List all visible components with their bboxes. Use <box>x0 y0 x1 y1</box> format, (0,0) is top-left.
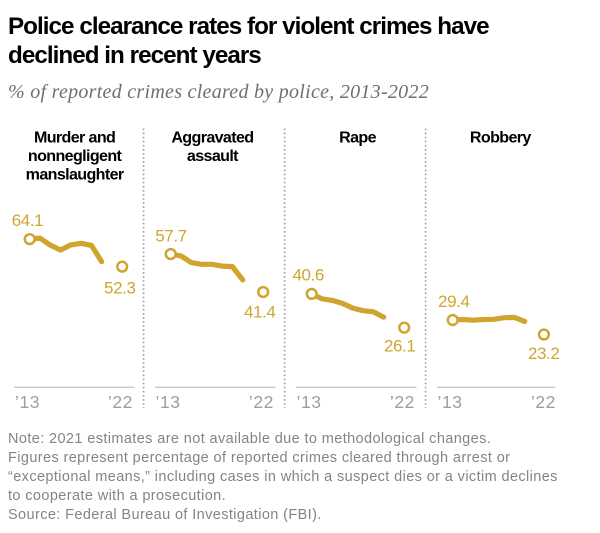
svg-text:29.4: 29.4 <box>438 292 470 311</box>
svg-text:assault: assault <box>187 147 239 165</box>
svg-text:’13: ’13 <box>156 392 181 412</box>
svg-text:64.1: 64.1 <box>12 211 44 230</box>
svg-text:manslaughter: manslaughter <box>26 166 125 184</box>
svg-text:’22: ’22 <box>108 392 133 412</box>
svg-text:52.3: 52.3 <box>104 278 136 297</box>
svg-text:’13: ’13 <box>297 392 322 412</box>
svg-text:’22: ’22 <box>249 392 274 412</box>
svg-text:’22: ’22 <box>531 392 556 412</box>
svg-text:Robbery: Robbery <box>470 129 531 147</box>
svg-text:57.7: 57.7 <box>155 227 187 246</box>
svg-text:23.2: 23.2 <box>528 344 560 363</box>
svg-text:’22: ’22 <box>390 392 415 412</box>
svg-text:41.4: 41.4 <box>244 302 276 321</box>
svg-text:Murder and: Murder and <box>34 129 115 147</box>
svg-text:’13: ’13 <box>15 392 40 412</box>
svg-text:26.1: 26.1 <box>384 337 416 356</box>
svg-text:40.6: 40.6 <box>292 266 324 285</box>
svg-text:Aggravated: Aggravated <box>171 129 253 147</box>
svg-text:’13: ’13 <box>438 392 463 412</box>
svg-text:nonnegligent: nonnegligent <box>28 147 123 165</box>
svg-text:Rape: Rape <box>339 129 376 147</box>
